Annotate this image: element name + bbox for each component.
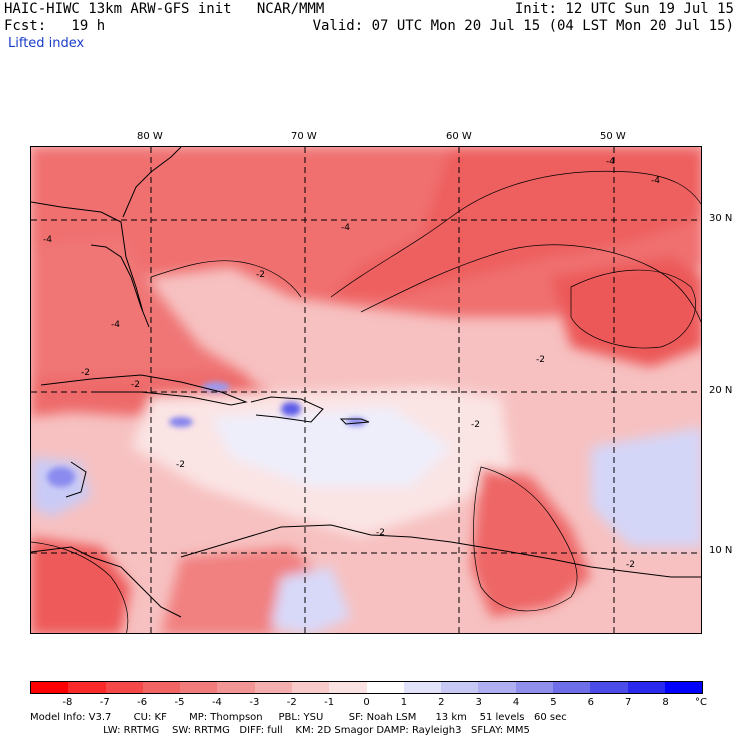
colorbar-swatch: [68, 682, 106, 693]
colorbar-unit: °C: [695, 697, 707, 708]
model-info-line-2: LW: RRTMG SW: RRTMG DIFF: full KM: 2D Sm…: [30, 725, 530, 736]
colorbar-swatch: [105, 682, 143, 693]
title-line-2-right: Valid: 07 UTC Mon 20 Jul 15 (04 LST Mon …: [312, 18, 734, 34]
contour-lines: [31, 170, 701, 633]
colorbar-swatch: [254, 682, 292, 693]
lat-label-10n: 10 N: [709, 545, 733, 556]
model-info-line-1: Model Info: V3.7 CU: KF MP: Thompson PBL…: [30, 712, 567, 723]
colorbar-swatch: [366, 682, 404, 693]
colorbar-tick-label: 2: [438, 697, 445, 708]
colorbar-tick-label: 3: [475, 697, 482, 708]
colorbar-tick-label: 4: [512, 697, 520, 708]
title-line-1-left: HAIC-HIWC 13km ARW-GFS init NCAR/MMM: [4, 1, 325, 17]
map-canvas: -4 -4 -2 -4 -2 -2 -4 -2 -2 -2 -2 -4 -2: [31, 147, 701, 633]
colorbar-tick-label: -8: [62, 697, 73, 708]
shaded-field: [31, 147, 701, 633]
colorbar-swatch: [552, 682, 591, 693]
contour-label: -2: [536, 355, 545, 365]
colorbar-swatch: [329, 682, 367, 693]
colorbar-swatch: [180, 682, 218, 693]
contour-label: -2: [626, 560, 635, 570]
colorbar-swatch: [590, 682, 628, 693]
colorbar-swatch: [291, 682, 330, 693]
contour-label: -2: [256, 270, 265, 280]
lat-label-30n: 30 N: [709, 213, 733, 224]
colorbar-tick-label: 7: [625, 697, 632, 708]
colorbar-swatch: [627, 682, 665, 693]
colorbar-tick-label: -6: [137, 697, 148, 708]
lon-label-50w: 50 W: [600, 131, 626, 142]
colorbar: [30, 681, 703, 694]
colorbar-tick-label: -4: [211, 697, 222, 708]
contour-label-group: -4 -4 -2 -4 -2 -2 -4 -2 -2 -2 -2 -4 -2: [43, 157, 660, 570]
contour-label: -2: [376, 528, 385, 538]
title-line-1-right: Init: 12 UTC Sun 19 Jul 15: [514, 1, 734, 17]
colorbar-tick-label: 6: [587, 697, 595, 708]
colorbar-swatch: [217, 682, 255, 693]
colorbar-swatch: [664, 682, 703, 693]
colorbar-tick-label: -3: [249, 697, 260, 708]
colorbar-tick-label: -1: [324, 697, 335, 708]
contour-label: -4: [43, 235, 52, 245]
colorbar-swatch: [478, 682, 516, 693]
colorbar-tick-label: 1: [400, 697, 408, 708]
contour-label: -2: [81, 368, 90, 378]
lon-label-60w: 60 W: [446, 131, 472, 142]
lat-label-20n: 20 N: [709, 385, 733, 396]
field-label: Lifted index: [8, 36, 85, 51]
colorbar-tick-label: -7: [99, 697, 110, 708]
lon-label-80w: 80 W: [137, 131, 163, 142]
contour-label: -2: [176, 460, 185, 470]
contour-label: -2: [131, 380, 140, 390]
colorbar-swatch: [403, 682, 442, 693]
colorbar-swatch: [515, 682, 553, 693]
colorbar-tick-label: 5: [550, 697, 557, 708]
lon-label-70w: 70 W: [291, 131, 317, 142]
colorbar-swatch: [142, 682, 181, 693]
colorbar-tick-label: -5: [174, 697, 185, 708]
colorbar-tick-label: 0: [363, 697, 370, 708]
colorbar-swatch: [441, 682, 479, 693]
colorbar-swatch: [31, 682, 69, 693]
contour-label: -2: [471, 420, 480, 430]
title-line-2-left: Fcst: 19 h: [4, 18, 106, 34]
lifted-index-map: -4 -4 -2 -4 -2 -2 -4 -2 -2 -2 -2 -4 -2: [30, 146, 702, 634]
colorbar-tick-label: -2: [286, 697, 297, 708]
contour-label: -4: [111, 320, 120, 330]
colorbar-tick-label: 8: [662, 697, 669, 708]
coastlines: [31, 147, 701, 618]
contour-label: -4: [606, 157, 615, 167]
contour-label: -4: [341, 223, 350, 233]
contour-label: -4: [651, 176, 660, 186]
